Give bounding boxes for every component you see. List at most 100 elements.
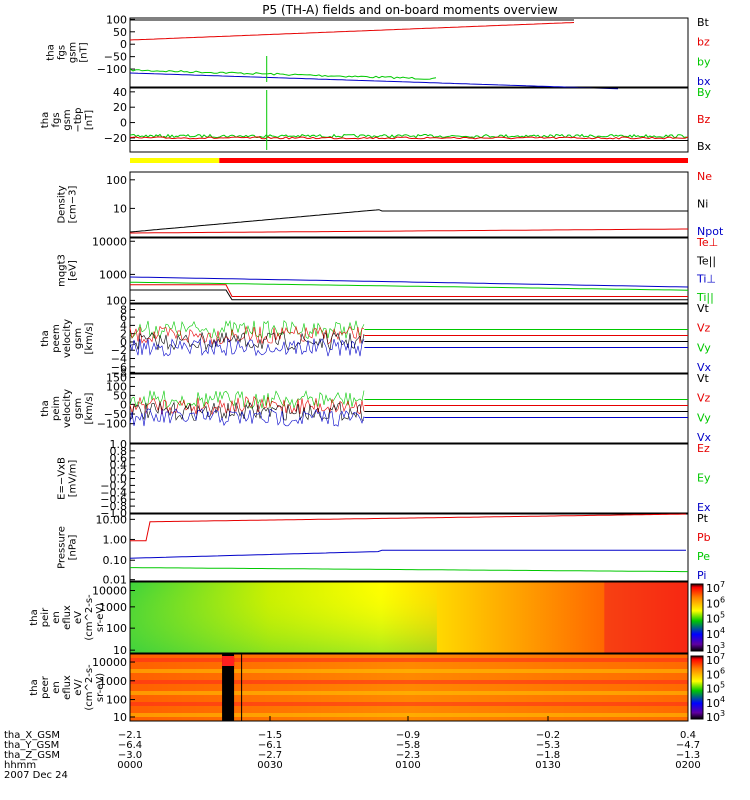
y-tick-label: 10.00 <box>96 513 128 526</box>
legend-item: bz <box>697 36 710 49</box>
x-row-value: −0.9 <box>396 730 420 741</box>
y-tick-label: −100 <box>97 418 127 431</box>
colorbar-exp: 4 <box>720 695 725 704</box>
colorbar-label: 103 <box>706 641 725 656</box>
legend-item: Bt <box>697 16 710 29</box>
x-row-label: tha_Z_GSM <box>4 750 60 761</box>
y-axis-label-line: (cm^2-s- <box>84 664 95 711</box>
y-axis-label-line: tha <box>29 679 40 695</box>
legend-item: Vz <box>697 322 711 335</box>
y-tick-label: 0.2 <box>110 466 128 479</box>
trace-ni <box>129 209 688 233</box>
y-tick-label: 1.0 <box>110 438 128 451</box>
spectrogram-overlay <box>130 582 437 653</box>
x-row-value: 0200 <box>675 760 700 771</box>
x-axis-date: 2007 Dec 24 <box>4 770 68 781</box>
legend-item: Vy <box>697 411 711 424</box>
spectrogram-band <box>130 713 688 717</box>
y-axis-label-line: E=−VxB <box>57 457 68 500</box>
colorbar-label: 107 <box>706 580 725 595</box>
colorbar-base: 10 <box>706 613 720 626</box>
x-row-value: −2.7 <box>258 750 282 761</box>
y-tick-label: 0.8 <box>110 445 128 458</box>
colorbar-exp: 3 <box>720 641 725 650</box>
y-axis-label-line: −tbp <box>73 108 84 133</box>
y-axis-label-line: (cm^2-s- <box>84 594 95 641</box>
trace-noise <box>129 331 365 351</box>
legend-item: Te|| <box>696 254 716 267</box>
y-tick-label: 10 <box>113 644 127 657</box>
y-axis-label: thapeerenefluxeV/(cm^2-s-sr-eV) <box>29 664 106 711</box>
x-row-value: 0130 <box>535 760 560 771</box>
legend-item: Vt <box>697 302 710 315</box>
legend-item: Vx <box>697 431 712 444</box>
y-tick-label: −0.4 <box>100 486 127 499</box>
trace-tipar <box>129 281 689 291</box>
trace-noise <box>129 401 365 421</box>
y-tick-label: 10000 <box>92 656 127 669</box>
legend-item: Ey <box>697 472 711 485</box>
panel-pressure: 10.00 1.00 0.10 0.01 Pressure[nPa] Pt Pb Pe Pi <box>57 512 711 587</box>
panel-frame <box>129 237 689 304</box>
x-row-value: −2.1 <box>118 730 142 741</box>
colorbar-label: 104 <box>706 626 725 641</box>
y-axis-label-line: eflux <box>62 605 73 630</box>
y-tick-label: 100 <box>106 380 127 393</box>
y-axis-label-line: mqgt3 <box>57 254 68 287</box>
y-axis-label-line: tha <box>46 44 57 60</box>
y-axis-label-line: sr-eV) <box>95 673 106 702</box>
y-tick-label: −100 <box>97 63 127 76</box>
panel-temperature: 10000 1000 100 mqgt3[eV] Te⊥ Te|| Ti⊥ Ti|| <box>57 235 719 307</box>
colorbar-exp: 6 <box>720 666 725 675</box>
spectrogram-band <box>130 691 688 695</box>
x-row-value: −3.0 <box>118 750 142 761</box>
colorbar-exp: 3 <box>720 709 725 718</box>
x-row-value: 0030 <box>257 760 282 771</box>
trace-noise <box>129 408 365 427</box>
colorbar-label: 103 <box>706 709 725 724</box>
spectrogram-band <box>130 669 688 673</box>
y-axis-label-line: [km/s] <box>84 322 95 354</box>
y-axis-label-line: tha <box>40 112 51 128</box>
colorbar-base: 10 <box>706 643 720 656</box>
colorbar-base: 10 <box>706 711 720 724</box>
y-tick-label: −1.0 <box>100 507 127 520</box>
trace-teperp <box>130 284 688 297</box>
y-tick-label: 0 <box>120 398 127 411</box>
y-axis-label-line: tha <box>29 609 40 625</box>
y-axis-label-line: gsm <box>73 328 84 349</box>
colorbar-label: 105 <box>706 681 725 696</box>
spectrogram-fill <box>130 654 688 721</box>
y-axis-label-line: peer <box>40 675 51 699</box>
trace-pe <box>130 567 688 573</box>
y-axis-label-line: eflux <box>62 675 73 700</box>
y-tick-label: −50 <box>104 408 127 421</box>
y-tick-label: 2 <box>120 328 127 341</box>
y-tick-label: 0 <box>120 38 127 51</box>
y-axis-label: thapeimvelocitygsm[km/s] <box>40 389 95 428</box>
y-axis-label: thafgsgsm[nT] <box>46 42 90 63</box>
panel-efield: 1.00.80.60.40.20.0−0.2−0.4−0.6−0.8−1.0 E=… <box>57 438 711 520</box>
y-axis-label-line: gsm <box>62 109 73 130</box>
y-axis-label-line: peim <box>51 396 62 421</box>
y-tick-label: −50 <box>104 51 127 64</box>
legend-item: Pe <box>697 550 710 563</box>
y-axis-label: thapeirenefluxeV(cm^2-s-sr-eV) <box>29 594 106 641</box>
y-axis-label: thapeemvelocitygsm[km/s] <box>40 319 95 358</box>
y-tick-label: 0.0 <box>110 473 128 486</box>
y-tick-label: 1000 <box>99 268 127 281</box>
colorbar-label: 106 <box>706 595 725 610</box>
x-row-label: tha_X_GSM <box>4 730 60 741</box>
x-row-value: −5.8 <box>396 740 420 751</box>
y-axis-label-line: velocity <box>62 319 73 358</box>
x-row-value: −2.3 <box>396 750 420 761</box>
mode-bar-slow <box>219 158 688 163</box>
x-row-value: 0000 <box>117 760 142 771</box>
colorbar <box>690 583 704 652</box>
y-axis-label: thafgsgsm−tbp[nT] <box>40 108 95 133</box>
y-axis-label-line: gsm <box>68 42 79 63</box>
panel-ion_spec: 10000 1000 100 10 thapeirenefluxeV(cm^2-s-sr… <box>29 580 725 657</box>
colorbar-base: 10 <box>706 668 720 681</box>
